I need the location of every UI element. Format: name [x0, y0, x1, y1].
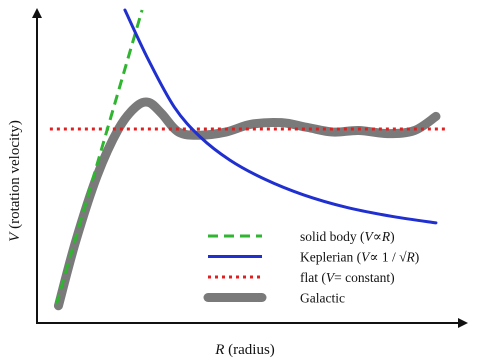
legend-label-3: Galactic [300, 291, 345, 306]
series-line-3 [53, 97, 441, 311]
series-line-0 [54, 9, 144, 305]
x-axis-label: R (radius) [214, 342, 275, 358]
legend-label-2: flat (V= constant) [300, 270, 395, 285]
y-axis-symbol: V [7, 231, 23, 242]
x-axis-label-text: (radius) [224, 342, 274, 358]
legend-label-1: Keplerian (V∝ 1 / √R) [300, 250, 419, 265]
legend: solid body (V∝R) Keplerian (V∝ 1 / √R) fla… [203, 229, 419, 306]
series-layer [49, 8, 449, 311]
legend-label-0: solid body (V∝R) [300, 229, 395, 244]
series-line-1 [123, 8, 438, 225]
y-axis-label: V (rotation velocity) [7, 120, 23, 242]
y-axis-label-text: (rotation velocity) [7, 120, 23, 232]
x-axis-symbol: R [214, 342, 224, 358]
